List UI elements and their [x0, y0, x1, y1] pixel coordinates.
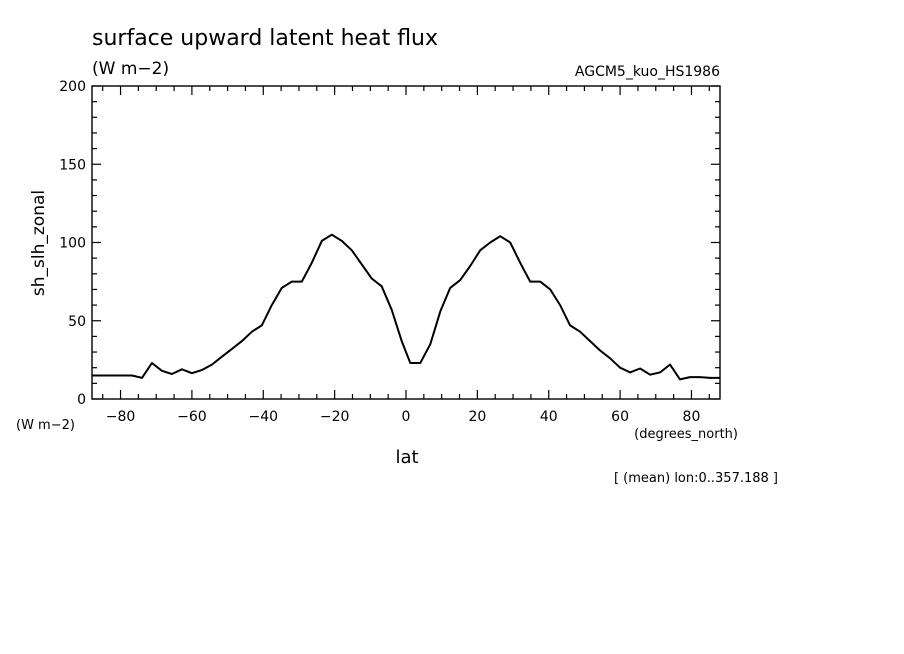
- series-layer: [92, 233, 720, 381]
- y-axis-units: (W m−2): [16, 418, 75, 433]
- chart-title: surface upward latent heat flux: [92, 26, 438, 51]
- x-axis-units: (degrees_north): [634, 427, 738, 442]
- axis-ticks: [92, 85, 720, 400]
- chart-units: (W m−2): [92, 59, 169, 79]
- x-tick-label: 40: [540, 409, 558, 425]
- x-tick-label: 80: [683, 409, 701, 425]
- y-tick-label: 100: [59, 236, 86, 252]
- y-tick-labels: 0 50 100 150 200: [59, 79, 86, 408]
- y-tick-label: 150: [59, 157, 86, 173]
- x-tick-label: −20: [320, 409, 350, 425]
- y-tick-label: 0: [77, 392, 86, 408]
- y-axis-label: sh_slh_zonal: [29, 190, 49, 296]
- x-tick-label: −80: [106, 409, 136, 425]
- footnote: [ (mean) lon:0..357.188 ]: [614, 471, 778, 486]
- x-tick-label: −40: [248, 409, 278, 425]
- x-tick-label: 60: [611, 409, 629, 425]
- x-axis-label: lat: [395, 447, 418, 468]
- x-tick-label: −60: [177, 409, 207, 425]
- series-line: [92, 233, 720, 381]
- x-tick-labels: −80 −60 −40 −20 0 20 40 60 80: [106, 409, 701, 425]
- x-tick-label: 20: [468, 409, 486, 425]
- y-tick-label: 50: [68, 314, 86, 330]
- dataset-label: AGCM5_kuo_HS1986: [575, 64, 720, 80]
- x-tick-label: 0: [402, 409, 411, 425]
- y-tick-label: 200: [59, 79, 86, 95]
